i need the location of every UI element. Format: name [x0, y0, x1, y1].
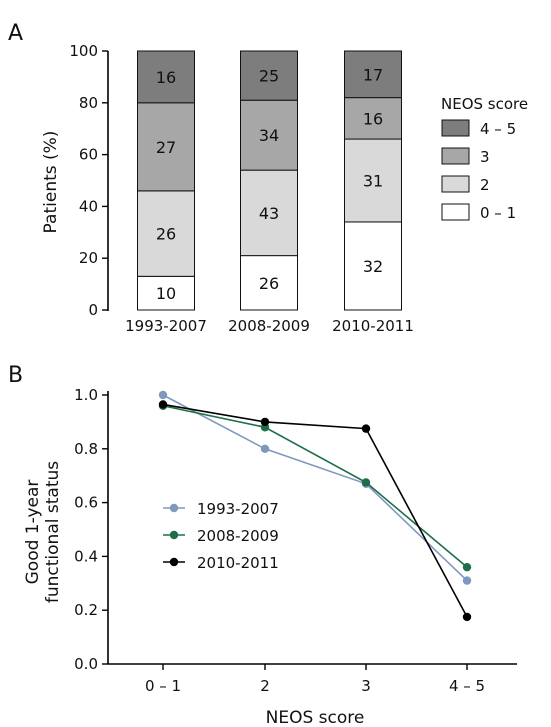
- series-line: [162, 404, 468, 568]
- x-tick-label-b: 0 – 1: [145, 677, 181, 695]
- bar-segment: [240, 169, 298, 257]
- bar-value-label: 26: [259, 274, 279, 293]
- legend-label-a: 3: [480, 148, 490, 166]
- legend-marker-b: [169, 557, 179, 567]
- legend-label-a: 2: [480, 176, 490, 194]
- bar-segment: [137, 190, 195, 277]
- legend-label-a: 4 – 5: [480, 120, 516, 138]
- legend-label-b: 1993-2007: [197, 500, 279, 518]
- data-point: [462, 612, 472, 622]
- series-line: [162, 394, 468, 582]
- y-tick-label-b: 0.4: [74, 547, 98, 565]
- bar-value-label: 43: [259, 204, 279, 223]
- bar-value-label: 31: [363, 172, 383, 191]
- panel-a-chart: 0 20 40 60 80 100 10 26 27 16 1993-2007 26 43 34 25 200…: [69, 42, 516, 335]
- y-tick-label-b: 0.6: [74, 494, 98, 512]
- bar-value-label: 16: [363, 109, 383, 128]
- series-line: [162, 403, 468, 618]
- y-tick-label-b: 0.8: [74, 440, 98, 458]
- data-point: [260, 417, 270, 427]
- y-tick-label-a: 0: [88, 301, 98, 319]
- x-category-label-a: 2010-2011: [332, 317, 414, 335]
- y-tick-label-a: 20: [79, 249, 98, 267]
- x-category-label-a: 2008-2009: [228, 317, 310, 335]
- bar-segment: [137, 102, 195, 192]
- bar-segment: [344, 138, 402, 223]
- legend-label-b: 2010-2011: [197, 554, 279, 572]
- data-point: [158, 390, 168, 400]
- bar-value-label: 27: [156, 138, 176, 157]
- bar-value-label: 10: [156, 284, 176, 303]
- panel-b-xlabel: NEOS score: [266, 708, 365, 727]
- legend-marker-b: [169, 530, 179, 540]
- panel-b-ylabel-line2: functional status: [43, 461, 63, 603]
- bar-value-label: 32: [363, 257, 383, 276]
- panel-a-ylabel: Patients (%): [41, 131, 61, 234]
- bar-value-label: 16: [156, 68, 176, 87]
- x-tick-label-b: 2: [260, 677, 270, 695]
- bar-segment: [137, 50, 195, 104]
- bar-value-label: 34: [259, 126, 279, 145]
- panel-a-label: A: [8, 21, 23, 46]
- data-point: [462, 576, 472, 585]
- y-tick-label-b: 0.2: [74, 601, 98, 619]
- data-point: [361, 424, 371, 433]
- y-tick-label-a: 80: [79, 94, 98, 112]
- y-tick-label-a: 40: [79, 197, 98, 215]
- legend-label-b: 2008-2009: [197, 527, 279, 545]
- panel-b-ylabel-line1: Good 1-year: [23, 480, 43, 585]
- legend-marker-b: [169, 503, 179, 513]
- panel-b-chart: 0.0 0.2 0.4 0.6 0.8 1.0 0 – 1 2 3 4 – 5 1993-2007 2…: [74, 386, 517, 695]
- data-point: [462, 562, 472, 572]
- panel-a-legend-title: NEOS score: [441, 95, 528, 113]
- bar-segment: [344, 50, 402, 99]
- data-point: [260, 444, 270, 453]
- legend-swatch-a: [441, 119, 470, 137]
- legend-swatch-a: [441, 203, 470, 221]
- data-point: [361, 478, 371, 487]
- bar-segment: [137, 275, 195, 311]
- bar-segment: [344, 97, 402, 140]
- y-tick-label-b: 1.0: [74, 386, 98, 404]
- legend-swatch-a: [441, 147, 470, 165]
- bar-value-label: 17: [363, 65, 383, 84]
- bar-segment: [240, 50, 298, 101]
- x-category-label-a: 1993-2007: [125, 317, 207, 335]
- bar-segment: [240, 99, 298, 171]
- y-tick-label-a: 60: [79, 146, 98, 164]
- bar-value-label: 25: [259, 67, 279, 86]
- y-tick-label-b: 0.0: [74, 655, 98, 673]
- legend-swatch-a: [441, 175, 470, 193]
- bar-value-label: 26: [156, 225, 176, 244]
- data-point: [158, 400, 168, 409]
- bar-segment: [344, 221, 402, 311]
- legend-label-a: 0 – 1: [480, 204, 516, 222]
- bar-segment: [240, 255, 298, 311]
- x-tick-label-b: 3: [361, 677, 371, 695]
- y-tick-label-a: 100: [69, 42, 98, 60]
- x-tick-label-b: 4 – 5: [449, 677, 485, 695]
- panel-b-label: B: [8, 363, 23, 388]
